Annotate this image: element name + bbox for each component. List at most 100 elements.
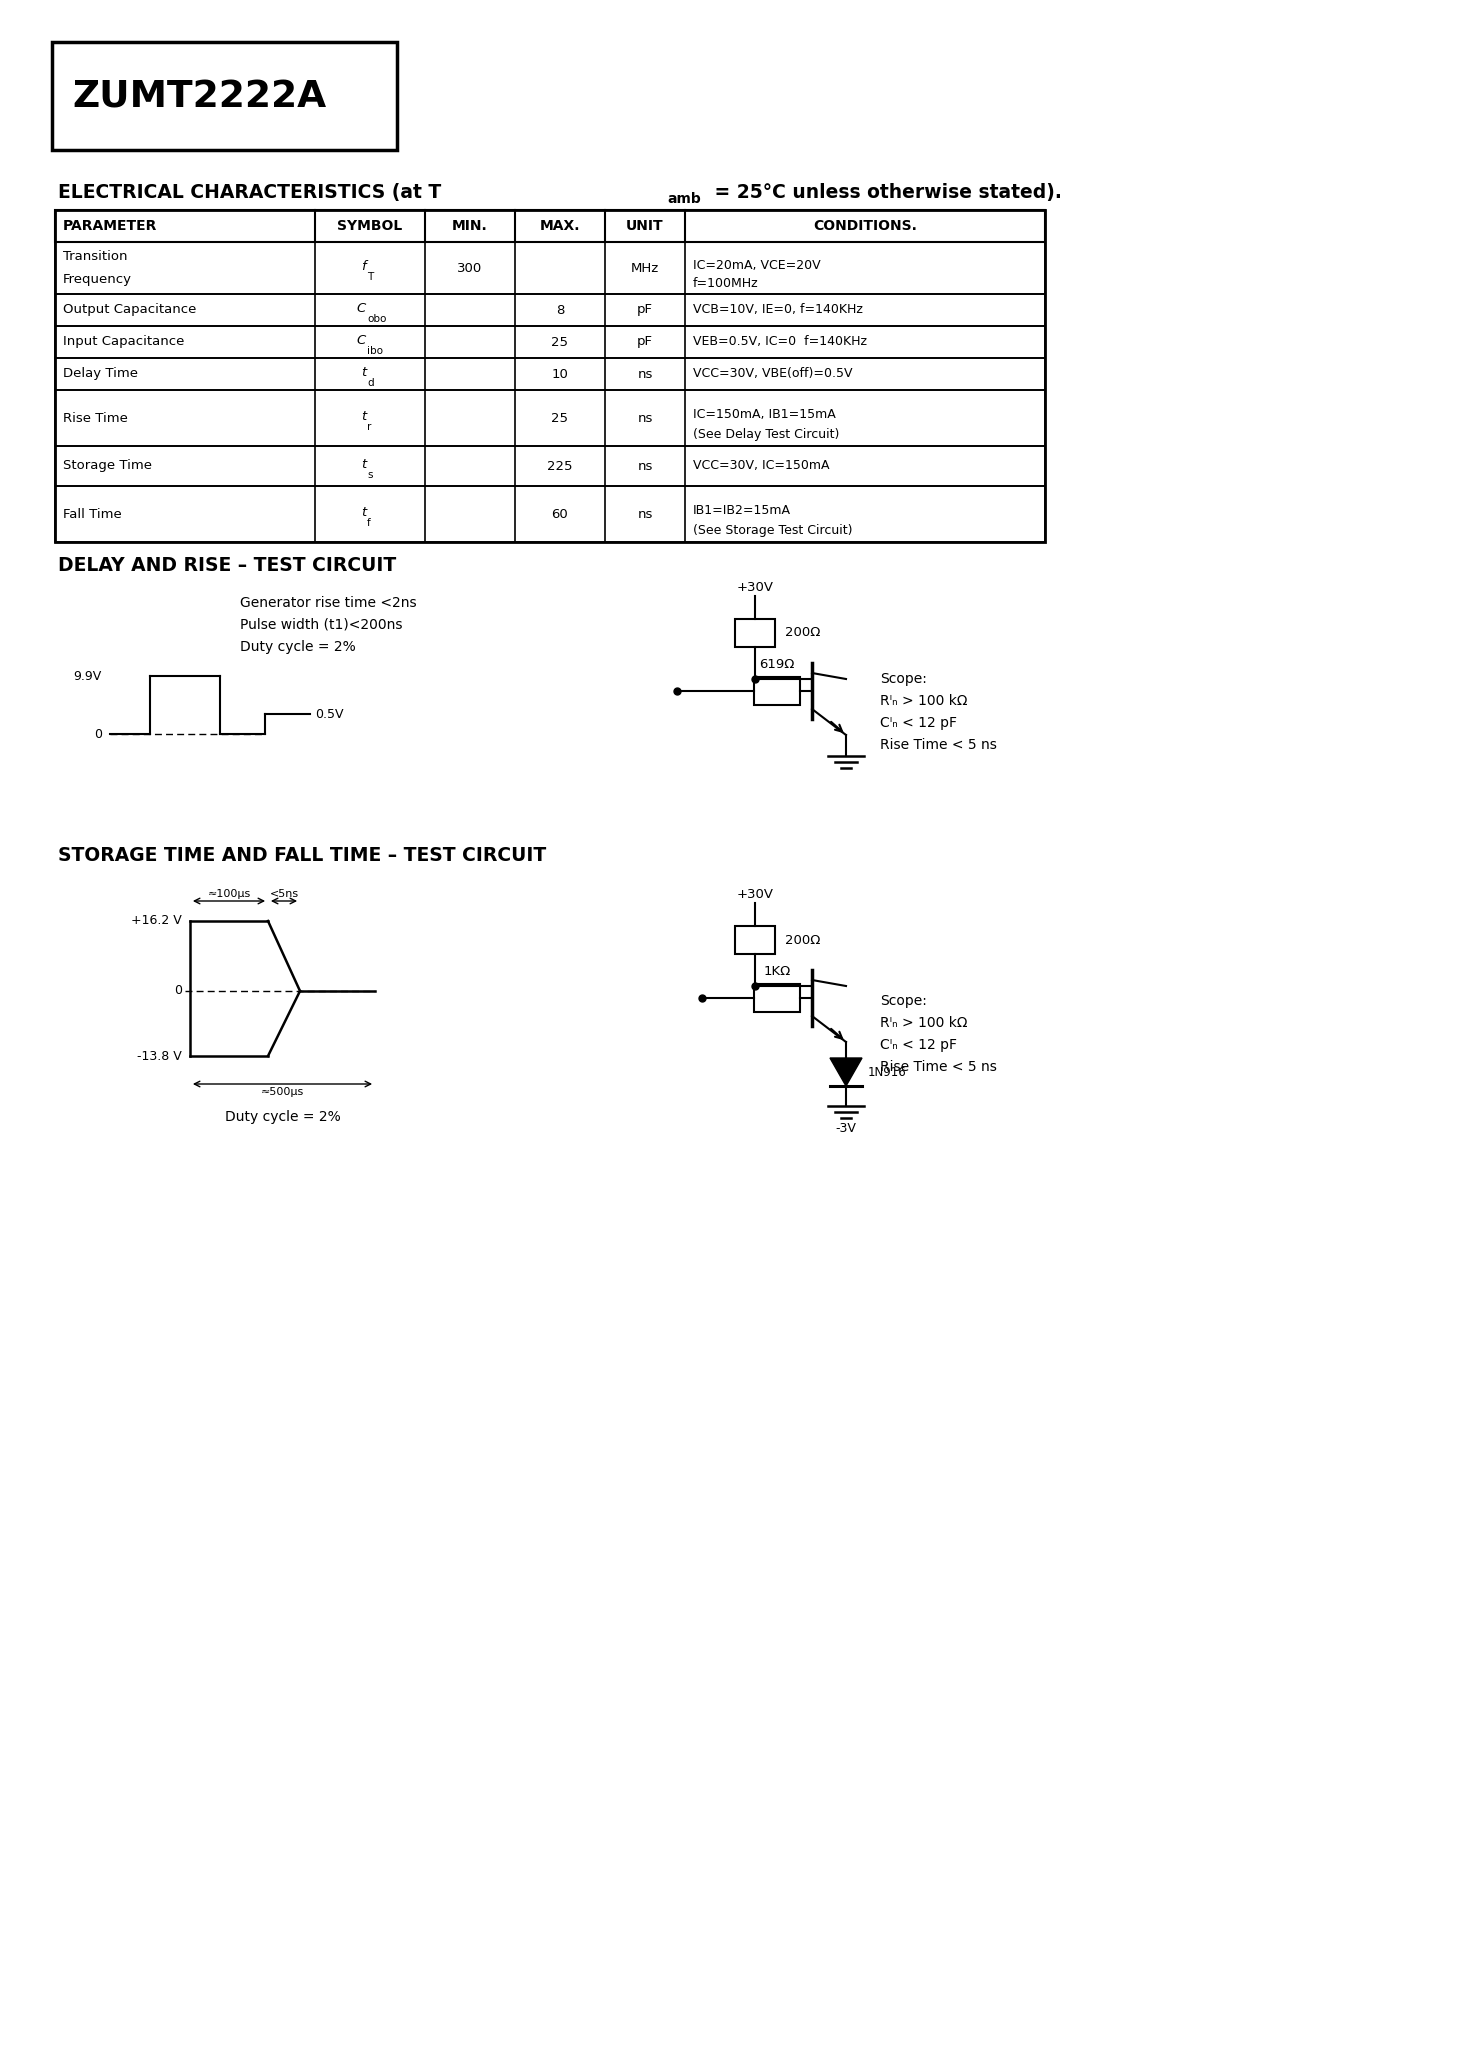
Text: Scope:: Scope: [881,671,927,686]
Text: 1N916: 1N916 [868,1066,907,1078]
Text: ns: ns [637,368,653,380]
Text: pF: pF [637,304,653,316]
Text: Frequency: Frequency [63,273,133,287]
Text: Pulse width (t1)<200ns: Pulse width (t1)<200ns [241,618,402,632]
Text: 225: 225 [547,459,573,473]
Text: 200Ω: 200Ω [784,626,821,640]
Text: Input Capacitance: Input Capacitance [63,335,184,349]
Text: s: s [367,469,372,479]
Text: ELECTRICAL CHARACTERISTICS (at T: ELECTRICAL CHARACTERISTICS (at T [58,184,442,202]
Text: Cᴵₙ < 12 pF: Cᴵₙ < 12 pF [881,717,956,729]
Text: pF: pF [637,335,653,349]
Text: +16.2 V: +16.2 V [131,915,182,928]
Bar [55,446,1045,486]
Text: 0: 0 [93,727,102,740]
Text: Rise Time < 5 ns: Rise Time < 5 ns [881,738,997,752]
Text: 9.9V: 9.9V [74,669,102,682]
Text: 60: 60 [551,508,569,521]
Text: SYMBOL: SYMBOL [337,219,402,233]
Text: Rise Time < 5 ns: Rise Time < 5 ns [881,1060,997,1074]
Text: Rise Time: Rise Time [63,411,128,424]
Text: -13.8 V: -13.8 V [137,1050,182,1062]
Text: C: C [357,333,366,347]
Text: +30V: +30V [736,888,774,901]
Bar [55,211,1045,242]
Text: Duty cycle = 2%: Duty cycle = 2% [241,640,356,655]
Text: r: r [367,421,372,432]
Text: ZUMT2222A: ZUMT2222A [71,79,327,116]
Bar [55,326,1045,357]
Text: Fall Time: Fall Time [63,508,122,521]
Bar [55,242,1045,293]
Bar [55,390,1045,446]
Text: = 25°C unless otherwise stated).: = 25°C unless otherwise stated). [709,184,1061,202]
Text: 0.5V: 0.5V [315,707,344,721]
Text: 25: 25 [551,411,569,424]
Bar [55,357,1045,390]
Text: Cᴵₙ < 12 pF: Cᴵₙ < 12 pF [881,1037,956,1052]
Bar [754,678,800,705]
Text: Output Capacitance: Output Capacitance [63,304,197,316]
Text: 0: 0 [174,985,182,998]
Text: VEB=0.5V, IC=0  f=140KHz: VEB=0.5V, IC=0 f=140KHz [693,335,868,349]
Text: Transition: Transition [63,250,127,262]
Text: f: f [362,260,366,273]
Text: d: d [367,378,373,388]
Bar [55,486,1045,541]
Text: 8: 8 [555,304,564,316]
Text: -3V: -3V [835,1122,856,1134]
Text: VCB=10V, IE=0, f=140KHz: VCB=10V, IE=0, f=140KHz [693,304,863,316]
Bar [754,983,800,1012]
Text: Generator rise time <2ns: Generator rise time <2ns [241,595,417,609]
Text: IC=20mA, VCE=20V: IC=20mA, VCE=20V [693,258,821,273]
Text: UNIT: UNIT [625,219,663,233]
Text: ≈500μs: ≈500μs [261,1087,305,1097]
Bar [55,211,1045,541]
Text: (See Storage Test Circuit): (See Storage Test Circuit) [693,525,853,537]
Text: Scope:: Scope: [881,994,927,1008]
Text: 25: 25 [551,335,569,349]
Text: MIN.: MIN. [452,219,488,233]
Text: ibo: ibo [367,345,383,355]
Text: Rᴵₙ > 100 kΩ: Rᴵₙ > 100 kΩ [881,694,968,709]
Text: 619Ω: 619Ω [760,657,795,671]
Text: MAX.: MAX. [539,219,580,233]
Polygon shape [830,1058,862,1087]
Text: t: t [360,409,366,424]
Text: 200Ω: 200Ω [784,934,821,946]
Text: 10: 10 [551,368,569,380]
Text: ≈100μs: ≈100μs [207,888,251,899]
Text: (See Delay Test Circuit): (See Delay Test Circuit) [693,428,840,440]
Text: DELAY AND RISE – TEST CIRCUIT: DELAY AND RISE – TEST CIRCUIT [58,556,397,574]
Text: 1KΩ: 1KΩ [764,965,790,977]
Text: T: T [367,273,373,281]
Text: f=100MHz: f=100MHz [693,277,758,291]
Text: f: f [367,519,370,529]
Bar [735,926,776,954]
Text: ns: ns [637,411,653,424]
Bar [52,41,397,151]
Text: CONDITIONS.: CONDITIONS. [814,219,917,233]
Text: t: t [360,506,366,519]
Text: Delay Time: Delay Time [63,368,139,380]
Text: VCC=30V, IC=150mA: VCC=30V, IC=150mA [693,459,830,473]
Text: PARAMETER: PARAMETER [63,219,157,233]
Text: IB1=IB2=15mA: IB1=IB2=15mA [693,504,792,516]
Text: t: t [360,366,366,378]
Bar [55,293,1045,326]
Text: Storage Time: Storage Time [63,459,152,473]
Text: amb: amb [666,192,701,207]
Text: MHz: MHz [631,262,659,275]
Bar [735,620,776,647]
Text: ns: ns [637,459,653,473]
Text: <5ns: <5ns [270,888,299,899]
Text: VCC=30V, VBE(off)=0.5V: VCC=30V, VBE(off)=0.5V [693,368,853,380]
Text: t: t [360,457,366,471]
Text: IC=150mA, IB1=15mA: IC=150mA, IB1=15mA [693,407,835,421]
Text: C: C [357,302,366,314]
Text: ns: ns [637,508,653,521]
Text: STORAGE TIME AND FALL TIME – TEST CIRCUIT: STORAGE TIME AND FALL TIME – TEST CIRCUI… [58,845,547,866]
Text: Rᴵₙ > 100 kΩ: Rᴵₙ > 100 kΩ [881,1016,968,1031]
Text: Duty cycle = 2%: Duty cycle = 2% [225,1109,340,1124]
Text: 300: 300 [458,262,483,275]
